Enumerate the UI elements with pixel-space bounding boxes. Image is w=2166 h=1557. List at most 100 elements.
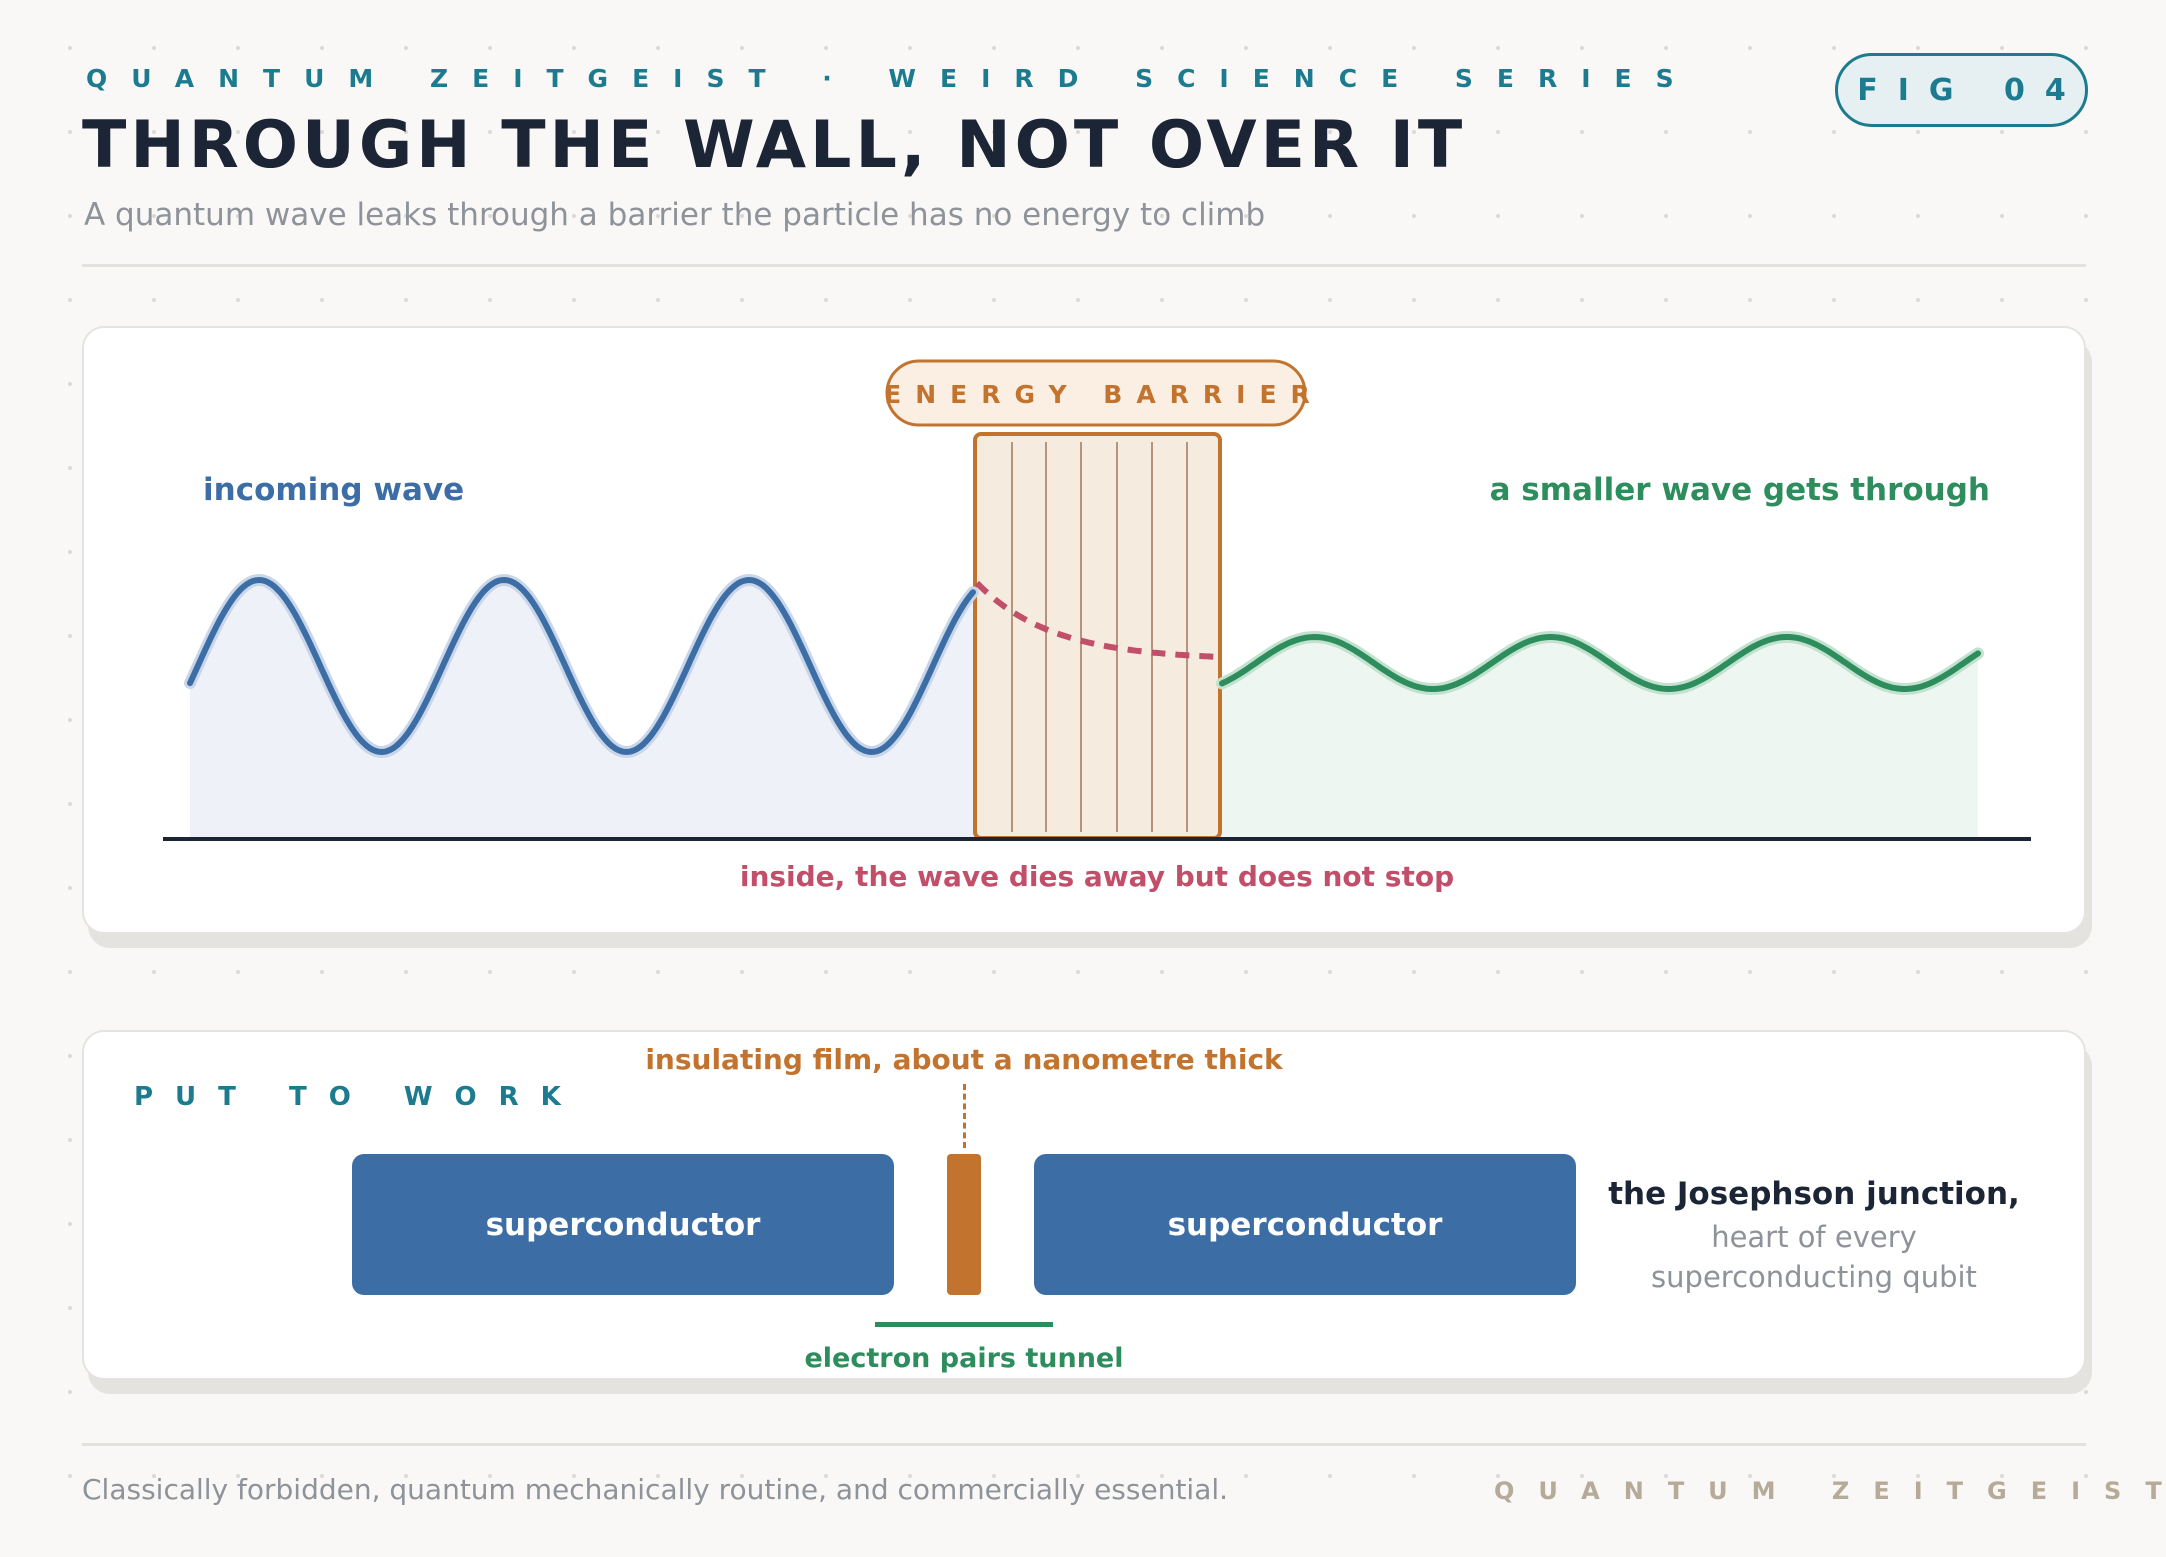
superconductor-right-label: superconductor: [1167, 1206, 1443, 1243]
grid-dot: [824, 298, 828, 302]
grid-dot: [908, 214, 912, 218]
grid-dot: [1328, 1474, 1332, 1478]
grid-dot: [1832, 214, 1836, 218]
grid-dot: [1916, 130, 1920, 134]
grid-dot: [1244, 970, 1248, 974]
grid-dot: [2000, 298, 2004, 302]
grid-dot: [404, 1390, 408, 1394]
grid-dot: [404, 1474, 408, 1478]
grid-dot: [1832, 1474, 1836, 1478]
grid-dot: [1328, 1390, 1332, 1394]
header-divider: [82, 264, 2086, 267]
figure-badge: FIG 04: [1835, 53, 2088, 127]
film-leader-line: [963, 1084, 966, 1148]
grid-dot: [1244, 1474, 1248, 1478]
grid-dot: [1496, 46, 1500, 50]
junction-line-2: superconducting qubit: [1651, 1260, 1977, 1294]
grid-dot: [320, 1390, 324, 1394]
film-label: insulating film, about a nanometre thick: [645, 1043, 1283, 1076]
grid-dot: [908, 130, 912, 134]
grid-dot: [2000, 1474, 2004, 1478]
grid-dot: [1412, 298, 1416, 302]
grid-dot: [2084, 298, 2088, 302]
grid-dot: [1496, 214, 1500, 218]
grid-dot: [572, 1474, 576, 1478]
grid-dot: [68, 970, 72, 974]
grid-dot: [236, 130, 240, 134]
grid-dot: [68, 466, 72, 470]
grid-dot: [2084, 46, 2088, 50]
grid-dot: [2084, 130, 2088, 134]
grid-dot: [908, 1474, 912, 1478]
grid-dot: [68, 298, 72, 302]
grid-dot: [1580, 130, 1584, 134]
grid-dot: [740, 1390, 744, 1394]
grid-dot: [992, 298, 996, 302]
grid-dot: [1412, 46, 1416, 50]
grid-dot: [68, 1054, 72, 1058]
grid-dot: [1412, 214, 1416, 218]
grid-dot: [572, 298, 576, 302]
grid-dot: [824, 46, 828, 50]
grid-dot: [1328, 46, 1332, 50]
grid-dot: [1076, 970, 1080, 974]
josephson-junction-caption: the Josephson junction, heart of every s…: [1608, 1171, 2020, 1297]
grid-dot: [2000, 1390, 2004, 1394]
grid-dot: [320, 214, 324, 218]
grid-dot: [2000, 214, 2004, 218]
grid-dot: [488, 298, 492, 302]
grid-dot: [2084, 1390, 2088, 1394]
grid-dot: [1160, 130, 1164, 134]
grid-dot: [236, 46, 240, 50]
grid-dot: [1832, 130, 1836, 134]
grid-dot: [1076, 46, 1080, 50]
grid-dot: [1664, 214, 1668, 218]
barrier-label: ENERGY BARRIER: [884, 380, 1324, 409]
grid-dot: [1328, 298, 1332, 302]
grid-dot: [992, 46, 996, 50]
grid-dot: [488, 1390, 492, 1394]
grid-dot: [488, 214, 492, 218]
grid-dot: [1580, 1474, 1584, 1478]
grid-dot: [68, 1222, 72, 1226]
footer-brand: QUANTUM ZEITGEIST: [1494, 1477, 2166, 1505]
grid-dot: [740, 298, 744, 302]
incoming-wave-label: incoming wave: [203, 472, 464, 508]
grid-dot: [656, 298, 660, 302]
grid-dot: [656, 46, 660, 50]
grid-dot: [68, 886, 72, 890]
grid-dot: [1748, 46, 1752, 50]
grid-dot: [236, 298, 240, 302]
grid-dot: [1664, 298, 1668, 302]
grid-dot: [1160, 298, 1164, 302]
tunnel-marker-line: [875, 1322, 1053, 1327]
grid-dot: [1580, 214, 1584, 218]
grid-dot: [488, 1474, 492, 1478]
grid-dot: [1496, 130, 1500, 134]
junction-title: the Josephson junction,: [1608, 1176, 2020, 1212]
grid-dot: [656, 214, 660, 218]
grid-dot: [908, 46, 912, 50]
grid-dot: [152, 1474, 156, 1478]
grid-dot: [68, 718, 72, 722]
grid-dot: [908, 298, 912, 302]
grid-dot: [1328, 130, 1332, 134]
series-label: QUANTUM ZEITGEIST · WEIRD SCIENCE SERIES: [86, 64, 1698, 93]
grid-dot: [1748, 298, 1752, 302]
grid-dot: [1580, 298, 1584, 302]
grid-dot: [1496, 1474, 1500, 1478]
grid-dot: [68, 634, 72, 638]
grid-dot: [1244, 298, 1248, 302]
grid-dot: [824, 1390, 828, 1394]
grid-dot: [1328, 214, 1332, 218]
superconductor-right: superconductor: [1034, 1154, 1576, 1295]
grid-dot: [572, 1390, 576, 1394]
grid-dot: [824, 970, 828, 974]
grid-dot: [992, 130, 996, 134]
grid-dot: [656, 1474, 660, 1478]
barrier-hatching: [1011, 442, 1188, 832]
grid-dot: [1160, 46, 1164, 50]
grid-dot: [68, 1138, 72, 1142]
grid-dot: [488, 46, 492, 50]
grid-dot: [2000, 130, 2004, 134]
